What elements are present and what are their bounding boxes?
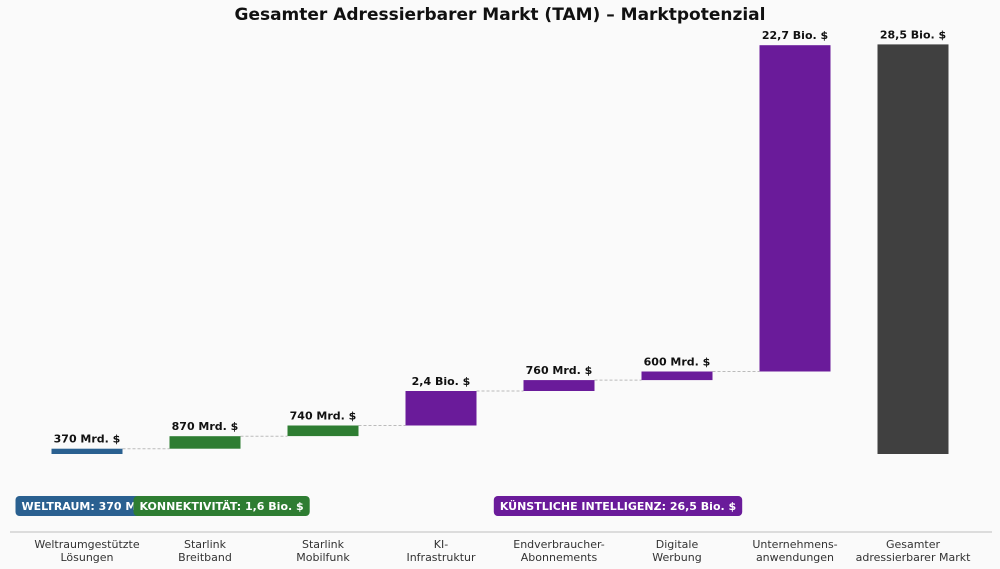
value-label-4: 760 Mrd. $ xyxy=(526,364,593,377)
bar-2 xyxy=(287,425,359,437)
group-badge-label-ki: KÜNSTLICHE INTELLIGENZ: 26,5 Bio. $ xyxy=(500,499,736,513)
bar-7 xyxy=(877,44,949,455)
connector-lines xyxy=(122,371,760,450)
x-tick-label-6: Unternehmens-anwendungen xyxy=(752,538,837,564)
x-tick-label-3: KI-Infrastruktur xyxy=(406,538,476,564)
value-label-6: 22,7 Bio. $ xyxy=(762,29,828,42)
bar-0 xyxy=(51,448,123,454)
value-label-5: 600 Mrd. $ xyxy=(644,356,711,369)
group-badge-ki xyxy=(493,496,743,516)
bar-4 xyxy=(523,380,595,391)
bar-3 xyxy=(405,391,477,426)
x-tick-label-2: Starlink Mobilfunk xyxy=(296,538,350,564)
bar-6 xyxy=(759,45,831,372)
x-tick-label-0: Weltraumgestützte Lösungen xyxy=(34,538,139,564)
value-label-1: 870 Mrd. $ xyxy=(172,420,239,433)
x-tick-label-5: Digitale Werbung xyxy=(652,538,701,564)
value-label-2: 740 Mrd. $ xyxy=(290,410,357,423)
bar-1 xyxy=(169,436,241,449)
x-tick-label-1: Starlink Breitband xyxy=(178,538,232,564)
group-badges: WELTRAUM: 370 Mrd. $KONNEKTIVITÄT: 1,6 B… xyxy=(15,496,743,516)
x-tick-label-4: Endverbraucher-Abonnements xyxy=(513,538,605,564)
value-labels: 370 Mrd. $ 870 Mrd. $ 740 Mrd. $ 2,4 Bio. $… xyxy=(54,28,947,445)
bar-5 xyxy=(641,371,713,381)
value-label-7: 28,5 Bio. $ xyxy=(880,28,946,41)
group-badge-konnektivitaet xyxy=(133,496,310,516)
bars xyxy=(51,44,949,455)
group-badge-weltraum xyxy=(15,496,172,516)
value-label-0: 370 Mrd. $ xyxy=(54,433,121,446)
value-label-3: 2,4 Bio. $ xyxy=(412,375,471,388)
group-badge-label-konnektivitaet: KONNEKTIVITÄT: 1,6 Bio. $ xyxy=(140,499,304,513)
x-tick-label-7: Gesamter adressierbarer Markt xyxy=(856,538,971,564)
group-badge-label-weltraum: WELTRAUM: 370 Mrd. $ xyxy=(22,500,166,513)
chart-title: Gesamter Adressierbarer Markt (TAM) – Ma… xyxy=(234,5,765,25)
x-tick-labels: Weltraumgestützte Lösungen Starlink Breitba… xyxy=(34,538,971,564)
